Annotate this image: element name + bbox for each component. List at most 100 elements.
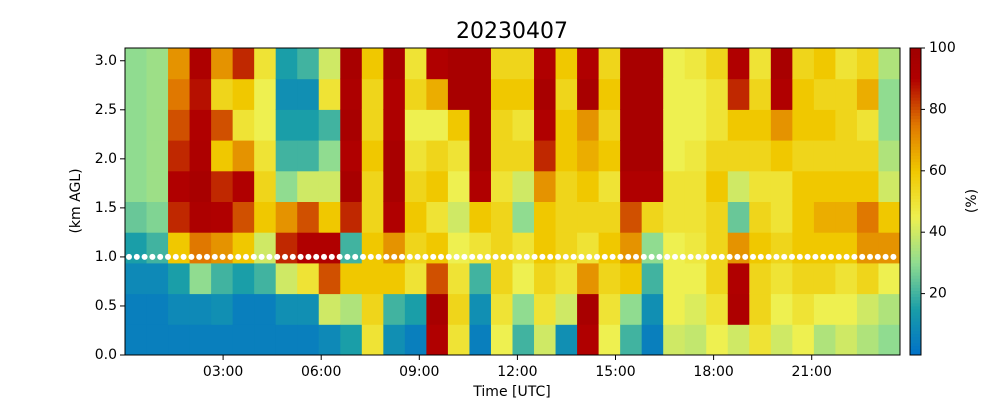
heat-cell — [426, 48, 449, 80]
reference-dot — [211, 253, 218, 260]
heat-cell — [361, 109, 384, 141]
heat-cell — [620, 201, 643, 233]
heat-cell — [168, 201, 191, 233]
reference-dot — [695, 253, 702, 260]
heat-cell — [211, 170, 234, 202]
heat-cell — [555, 140, 578, 172]
reference-dot — [352, 253, 359, 260]
colorbar-segment — [910, 290, 921, 295]
colorbar-segment — [910, 173, 921, 178]
heat-cell — [770, 140, 793, 172]
reference-dot — [718, 253, 725, 260]
colorbar-segment — [910, 293, 921, 298]
reference-dot — [648, 253, 655, 260]
x-tick-label: 06:00 — [301, 364, 341, 380]
colorbar-segment — [910, 57, 921, 61]
heat-cell — [534, 170, 557, 202]
heat-cell — [749, 262, 772, 295]
heat-cell — [749, 170, 772, 202]
heat-cell — [598, 201, 621, 233]
colorbar-tick-label: 100 — [929, 40, 956, 56]
heat-cell — [813, 262, 836, 295]
heat-cell — [189, 293, 212, 325]
heat-cell — [577, 170, 600, 202]
colorbar-segment — [910, 210, 921, 215]
heat-cell — [555, 324, 578, 356]
heat-cell — [813, 293, 836, 325]
heat-cell — [146, 109, 169, 141]
heat-cell — [856, 170, 879, 202]
heat-cell — [125, 109, 148, 141]
heat-cell — [469, 262, 492, 295]
heat-cell — [534, 109, 557, 141]
heat-cell — [856, 48, 879, 80]
reference-dot — [687, 253, 694, 260]
heat-cell — [383, 201, 406, 233]
heat-cell — [361, 201, 384, 233]
heat-cell — [620, 140, 643, 172]
heat-cell — [340, 201, 363, 233]
reference-dot — [266, 253, 273, 260]
heat-cell — [663, 293, 686, 325]
heat-cell — [447, 109, 470, 141]
heat-cell — [125, 201, 148, 233]
y-tick-label: 3.0 — [95, 53, 117, 69]
reference-dot — [219, 253, 226, 260]
heat-cell — [297, 201, 320, 233]
colorbar-segment — [910, 330, 921, 335]
reference-dot — [305, 253, 312, 260]
reference-dot — [765, 253, 772, 260]
colorbar-frame — [909, 47, 922, 356]
heat-cell — [318, 48, 341, 80]
colorbar-segment — [910, 140, 921, 144]
reference-dot — [601, 253, 608, 260]
reference-dot — [539, 253, 546, 260]
reference-dot — [313, 253, 320, 260]
heat-cell — [727, 140, 750, 172]
heat-cell — [620, 293, 643, 325]
heat-cell — [749, 48, 772, 80]
heat-cell — [727, 262, 750, 295]
reference-dot — [258, 253, 265, 260]
heat-cell — [512, 78, 535, 110]
reference-dot — [196, 253, 203, 260]
reference-dot — [383, 253, 390, 260]
heat-cell — [641, 109, 664, 141]
heat-cell — [878, 201, 901, 233]
heat-cell — [555, 78, 578, 110]
heat-cell — [641, 293, 664, 325]
colorbar-segment — [910, 238, 921, 242]
reference-dot — [469, 253, 476, 260]
heat-cell — [146, 48, 169, 80]
heat-cell — [426, 140, 449, 172]
heat-cell — [275, 201, 298, 233]
heat-cell — [813, 201, 836, 233]
heat-cell — [383, 78, 406, 110]
heat-cell — [641, 48, 664, 80]
heat-cell — [684, 48, 707, 80]
x-tick-label: 18:00 — [693, 364, 733, 380]
reference-dot — [789, 253, 795, 260]
heat-cell — [211, 48, 234, 80]
heat-cell — [404, 262, 427, 295]
heat-cell — [878, 48, 901, 80]
colorbar-segment — [910, 222, 921, 227]
heat-cell — [168, 140, 191, 172]
reference-dot — [664, 253, 671, 260]
heat-cell — [727, 48, 750, 80]
heat-cell — [577, 201, 600, 233]
heat-cell — [663, 201, 686, 233]
colorbar-segment — [910, 87, 921, 92]
reference-dot — [180, 253, 187, 260]
colorbar-segment — [910, 250, 921, 255]
reference-dot — [586, 253, 593, 260]
heat-cell — [727, 324, 750, 356]
heat-cell — [598, 232, 621, 264]
colorbar-segment — [910, 124, 921, 129]
heat-cell — [555, 48, 578, 80]
reference-dot — [890, 253, 897, 260]
heat-cell — [878, 140, 901, 172]
heat-cell — [792, 232, 815, 264]
colorbar-tick-label: 60 — [929, 163, 947, 179]
heat-cell — [641, 201, 664, 233]
